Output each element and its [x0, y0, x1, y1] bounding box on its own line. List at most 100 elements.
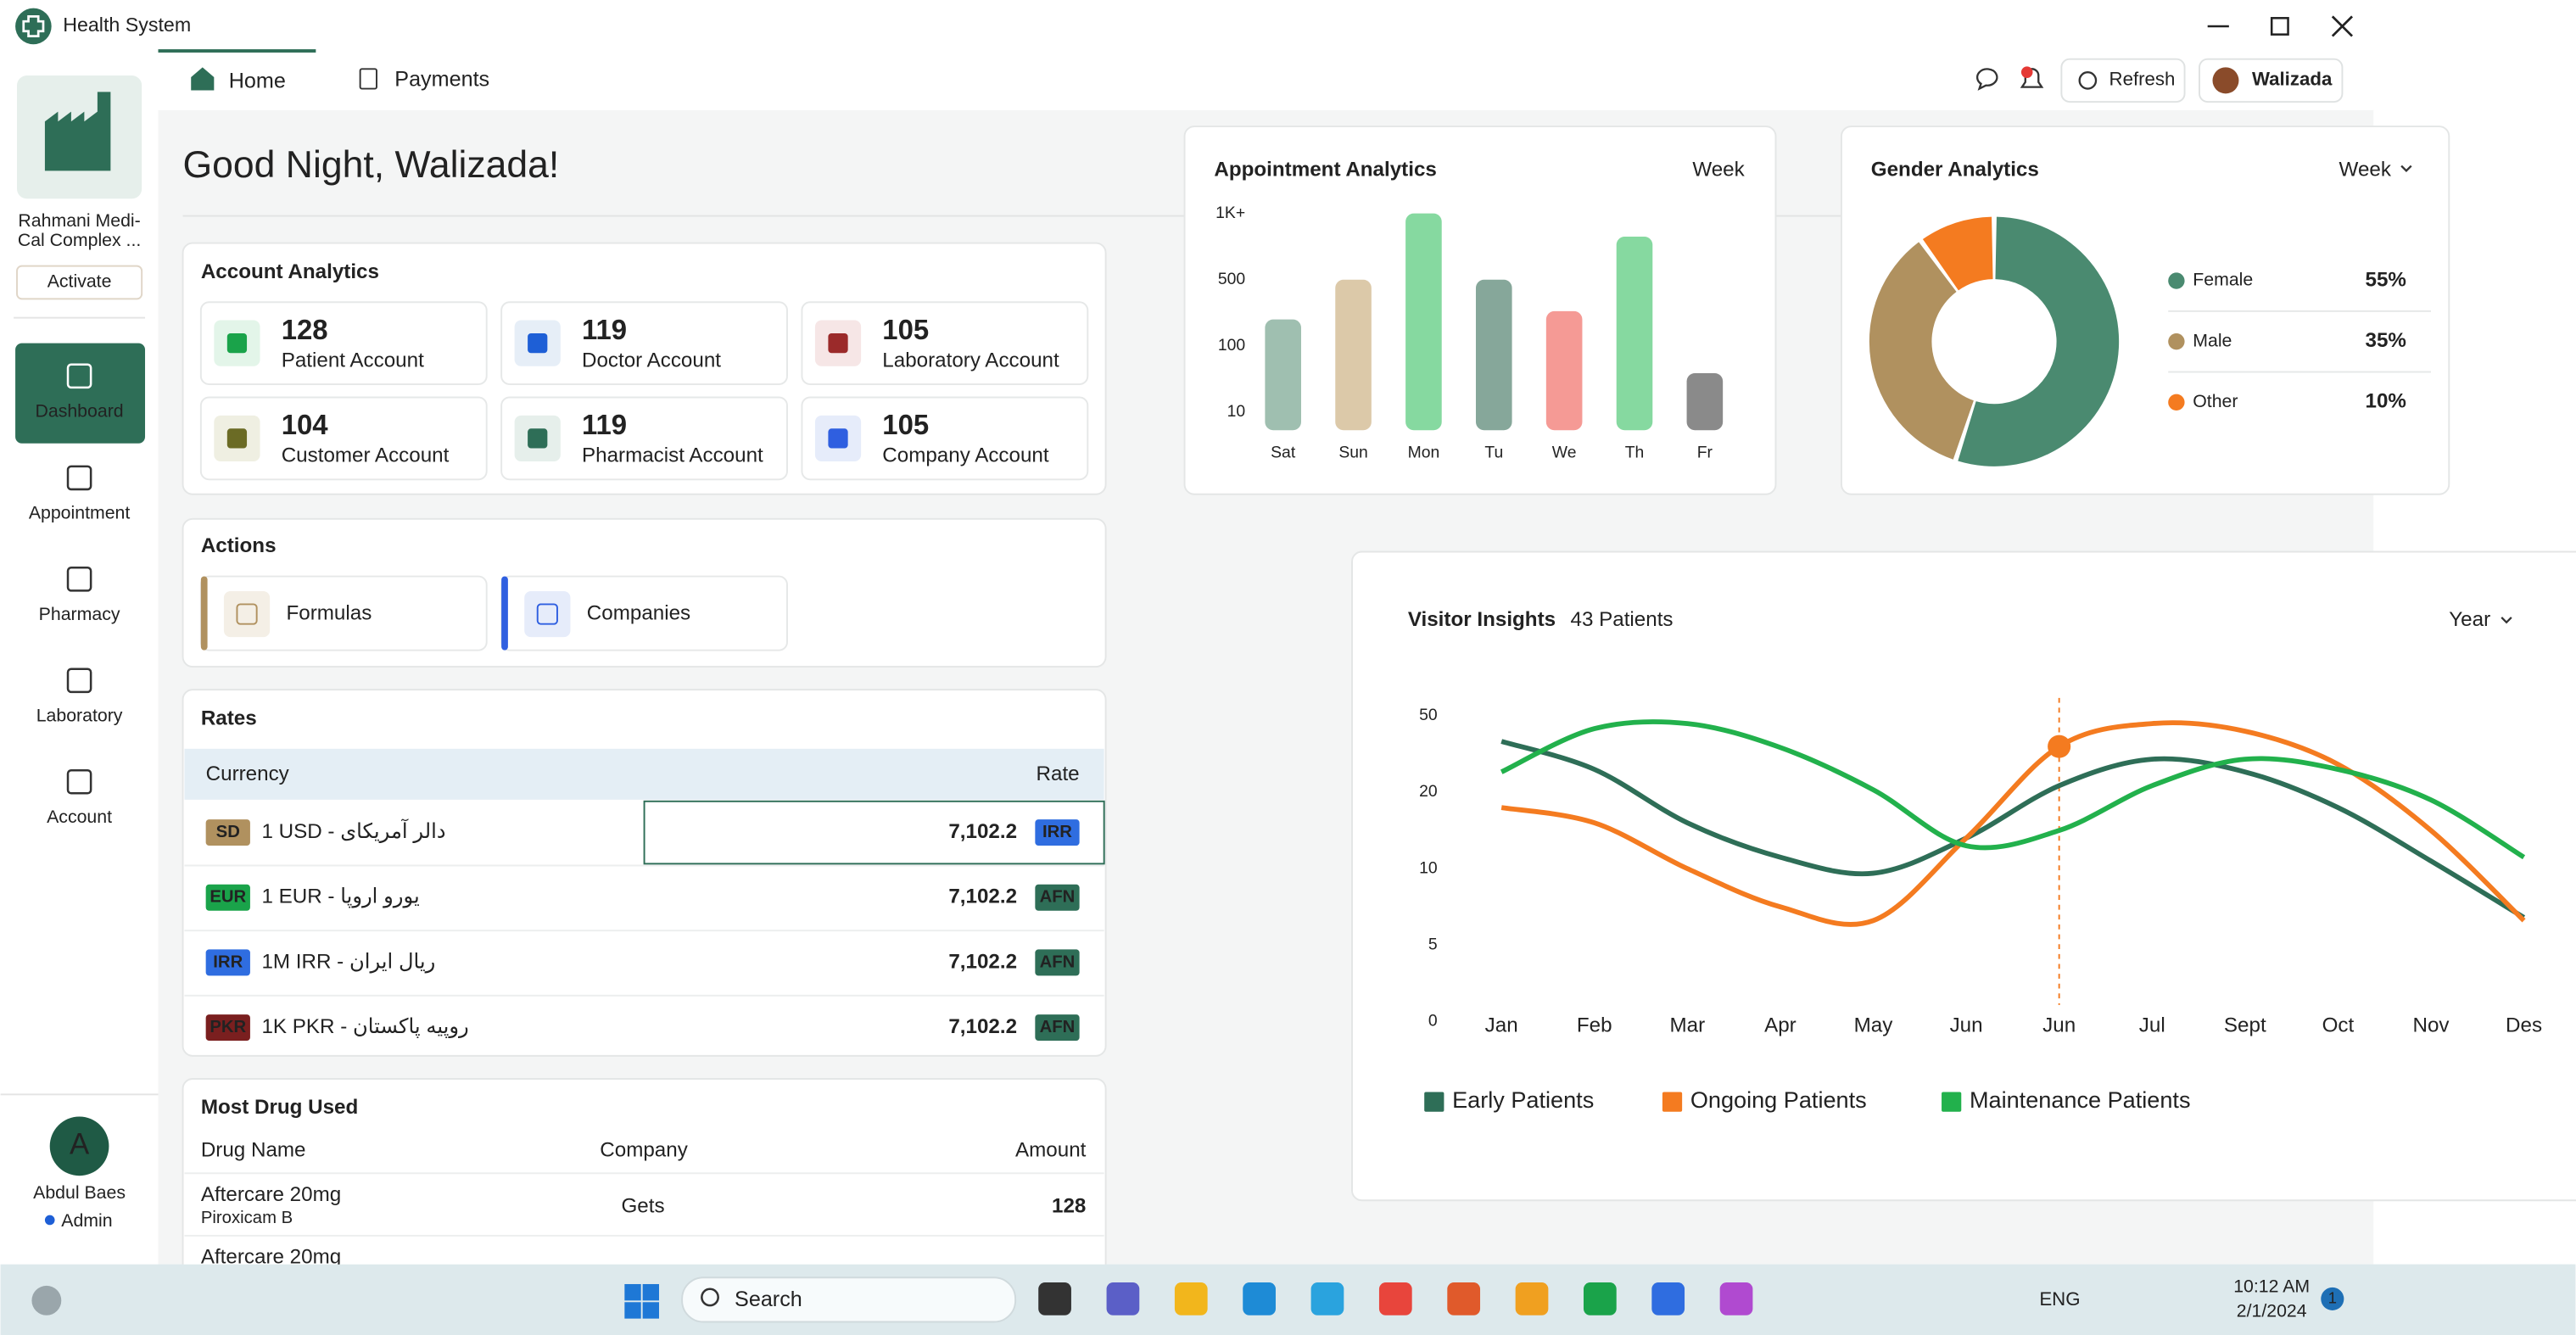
- action-icon: [236, 603, 258, 625]
- taskbar-app: [1106, 1282, 1140, 1315]
- bar: [1616, 237, 1653, 431]
- taskbar-date: 2/1/2024: [2237, 1301, 2307, 1321]
- nav-item[interactable]: Laboratory: [36, 706, 123, 726]
- account-count: 128: [282, 314, 328, 345]
- account-label: Company Account: [882, 444, 1049, 467]
- taskbar-time: 10:12 AM: [2233, 1276, 2310, 1296]
- search-label[interactable]: Search: [735, 1288, 802, 1311]
- legend-label: Female: [2193, 270, 2253, 290]
- taskbar-app: [1651, 1282, 1685, 1315]
- y-tick-label: 10: [1419, 858, 1438, 877]
- pie-slice: [1869, 242, 1974, 460]
- close-button[interactable]: [2331, 15, 2354, 37]
- pie-slice: [1922, 216, 1993, 291]
- divider: [182, 215, 1841, 217]
- action-label[interactable]: Formulas: [287, 601, 372, 624]
- period-select[interactable]: Week: [2339, 159, 2392, 182]
- legend-label: Maintenance Patients: [1970, 1086, 2191, 1113]
- account-label: Patient Account: [282, 349, 424, 371]
- taskbar-app: [1515, 1282, 1549, 1315]
- column-header: Currency: [206, 762, 290, 785]
- y-tick-label: 100: [1218, 336, 1246, 355]
- nav-icon: [66, 465, 92, 491]
- account-icon: [226, 333, 248, 354]
- activate-button: [16, 265, 143, 300]
- column-header: Company: [600, 1139, 688, 1162]
- period-select[interactable]: Week: [1692, 159, 1745, 182]
- x-tick-label: We: [1552, 443, 1577, 461]
- maximize-button: [2270, 17, 2289, 36]
- tab-active-indicator: [158, 49, 316, 53]
- currency-badge: [205, 819, 250, 846]
- currency-badge: [205, 884, 250, 911]
- section-title: Most Drug Used: [201, 1096, 358, 1119]
- tab[interactable]: Home: [229, 69, 286, 92]
- taskbar-app: [1583, 1282, 1617, 1315]
- x-tick-label: Sat: [1271, 443, 1296, 461]
- legend-dot: [2168, 272, 2185, 289]
- title-bar: [0, 0, 2374, 50]
- x-tick-label: Fr: [1697, 443, 1713, 461]
- nav-icon: [66, 668, 92, 694]
- nav-item[interactable]: Dashboard: [36, 401, 124, 422]
- action-icon: [536, 603, 558, 625]
- row-divider: [184, 1234, 1104, 1237]
- currency-badge: [205, 1014, 250, 1042]
- period-select[interactable]: Year: [2449, 608, 2490, 631]
- legend-label: Other: [2193, 391, 2238, 411]
- account-label: Pharmacist Account: [582, 444, 763, 467]
- chevron: [2501, 617, 2512, 624]
- account-label: Laboratory Account: [882, 349, 1059, 371]
- action-icon-bg: [223, 590, 271, 638]
- start-icon: [642, 1283, 659, 1301]
- legend-label: Early Patients: [1452, 1086, 1594, 1113]
- activate-label[interactable]: Activate: [47, 271, 112, 292]
- currency-name: 1 USD - دالر آمریکای: [261, 818, 445, 843]
- y-tick-label: 50: [1419, 706, 1438, 724]
- action-accent: [501, 576, 508, 651]
- chart-title: Appointment Analytics: [1214, 159, 1437, 182]
- notification-count[interactable]: 1: [2328, 1288, 2337, 1306]
- user-name[interactable]: Walizada: [2252, 69, 2333, 90]
- currency-badge-label: IRR: [213, 952, 243, 971]
- row-divider: [184, 994, 1104, 997]
- x-tick-label: Apr: [1764, 1014, 1796, 1036]
- bar: [1265, 319, 1301, 431]
- action-label[interactable]: Companies: [587, 601, 690, 624]
- nav-item[interactable]: Pharmacy: [39, 604, 120, 624]
- pie-slice: [1958, 216, 2120, 466]
- divider: [0, 1093, 159, 1096]
- sidebar: [0, 49, 159, 1265]
- taskbar-language: ENG: [2039, 1288, 2080, 1310]
- chevron: [2400, 165, 2412, 172]
- unit-badge-label: AFN: [1040, 888, 1076, 907]
- user-avatar: [2212, 67, 2239, 94]
- account-label: Customer Account: [282, 444, 450, 467]
- chart-subtitle: 43 Patients: [1570, 608, 1673, 631]
- taskbar-app: [1719, 1282, 1753, 1315]
- x-tick-label: Jun: [2042, 1014, 2076, 1036]
- drug-company: Gets: [621, 1194, 664, 1217]
- value-label: 10%: [2366, 390, 2406, 413]
- y-tick-label: 10: [1227, 402, 1246, 421]
- unit-badge: [1035, 949, 1080, 976]
- tab[interactable]: Payments: [394, 68, 489, 92]
- start-icon: [624, 1302, 641, 1319]
- x-tick-label: May: [1854, 1014, 1894, 1036]
- x-tick-label: Mon: [1408, 443, 1440, 461]
- legend-dot: [2168, 394, 2185, 411]
- x-tick-label: Feb: [1577, 1014, 1612, 1036]
- y-tick-label: 5: [1428, 935, 1438, 953]
- rate-value: 7,102.2: [948, 820, 1017, 843]
- account-icon: [828, 333, 848, 354]
- refresh-label[interactable]: Refresh: [2109, 69, 2176, 90]
- app-icon-cross: [22, 15, 45, 37]
- currency-badge-label: EUR: [210, 888, 246, 907]
- nav-item[interactable]: Account: [47, 807, 112, 827]
- hover-marker: [2048, 735, 2071, 758]
- x-tick-label: Tu: [1484, 443, 1503, 461]
- drug-name: Aftercare 20mg: [201, 1183, 341, 1206]
- chat-icon[interactable]: [1975, 68, 1998, 91]
- nav-item[interactable]: Appointment: [29, 503, 131, 523]
